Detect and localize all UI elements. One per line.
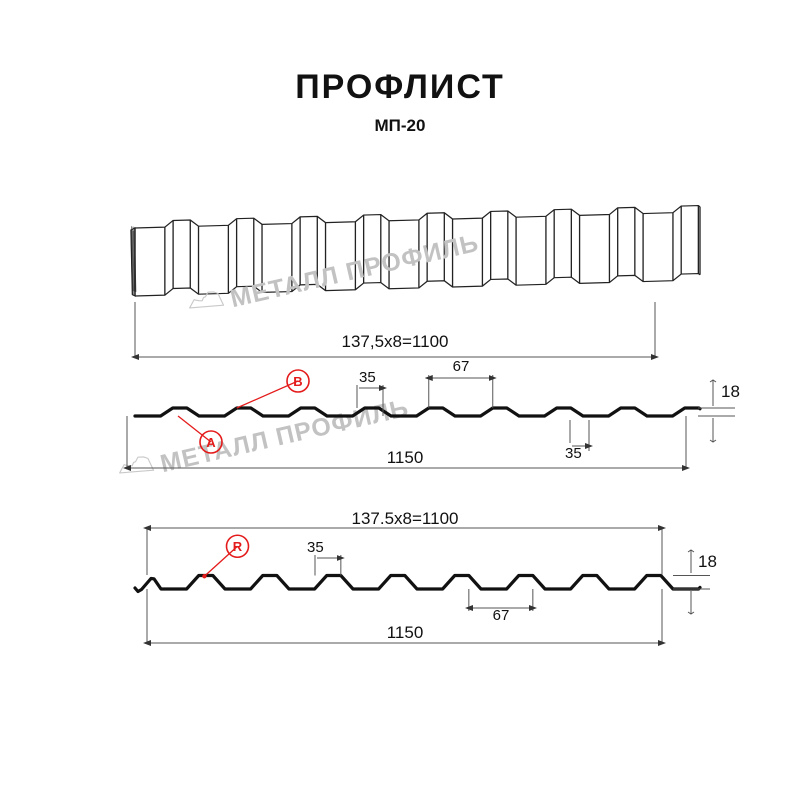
svg-text:137,5x8=1100: 137,5x8=1100 (342, 332, 449, 351)
svg-text:35: 35 (359, 369, 376, 386)
svg-text:18: 18 (721, 382, 740, 401)
svg-text:A: A (206, 435, 216, 450)
svg-text:B: B (293, 374, 302, 389)
svg-text:1150: 1150 (387, 448, 424, 467)
svg-text:R: R (233, 539, 243, 554)
svg-text:67: 67 (453, 358, 470, 375)
svg-text:18: 18 (698, 552, 717, 571)
svg-text:137.5x8=1100: 137.5x8=1100 (352, 509, 459, 528)
svg-text:67: 67 (493, 607, 510, 624)
svg-text:1150: 1150 (387, 623, 424, 642)
svg-text:35: 35 (307, 539, 324, 556)
svg-text:35: 35 (565, 445, 582, 462)
